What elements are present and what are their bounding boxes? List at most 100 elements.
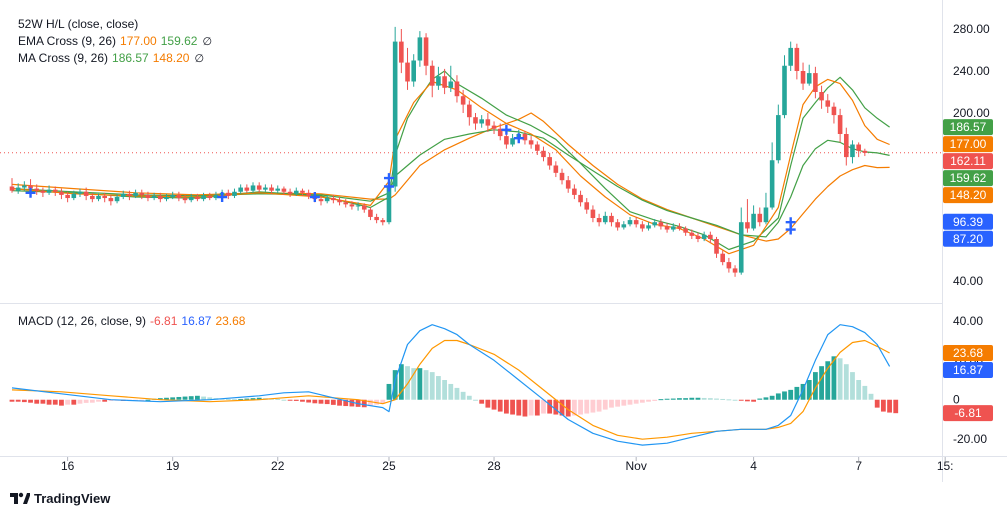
candle-body bbox=[77, 191, 83, 194]
macd-histogram-bar bbox=[615, 399, 621, 407]
candle-body bbox=[584, 202, 590, 210]
candle-body bbox=[454, 81, 460, 97]
macd-histogram-bar bbox=[145, 399, 151, 401]
macd-histogram-bar bbox=[89, 399, 95, 403]
macd-histogram-bar bbox=[52, 399, 58, 405]
macd-histogram-bar bbox=[751, 399, 756, 402]
candle-body bbox=[34, 188, 40, 191]
macd-histogram-bar bbox=[596, 399, 602, 412]
macd-histogram-bar bbox=[485, 399, 491, 408]
cross-marker bbox=[785, 224, 796, 235]
macd-histogram-bar bbox=[448, 383, 454, 400]
time-axis-tick-label: 19 bbox=[166, 459, 180, 473]
hidden-indicator-icon[interactable]: ∅ bbox=[194, 53, 205, 65]
candle-body bbox=[96, 195, 101, 200]
macd-histogram-bar bbox=[571, 399, 577, 416]
macd-histogram-bar bbox=[559, 399, 565, 416]
legend-52w: 52W H/L (close, close) bbox=[18, 16, 138, 32]
candle-body bbox=[714, 239, 719, 254]
candle-body bbox=[145, 194, 151, 199]
tradingview-logo[interactable]: TradingView bbox=[10, 488, 110, 508]
legend-52w-label: 52W H/L (close, close) bbox=[18, 17, 139, 31]
candle-body bbox=[547, 157, 552, 166]
price-value-label: 177.00 bbox=[950, 137, 987, 151]
macd-histogram-bar bbox=[83, 399, 89, 403]
candle-body bbox=[331, 198, 336, 201]
candle-body bbox=[46, 189, 52, 193]
macd-histogram-bar bbox=[28, 399, 33, 403]
macd-line bbox=[11, 324, 891, 446]
macd-histogram-bar bbox=[182, 396, 188, 400]
candle-body bbox=[720, 253, 725, 263]
cross-marker bbox=[383, 173, 394, 184]
candle-body bbox=[151, 195, 157, 199]
ema-slow-line bbox=[11, 129, 890, 238]
macd-histogram-bar bbox=[59, 399, 64, 406]
macd-histogram-bar bbox=[108, 399, 114, 401]
hidden-indicator-icon[interactable]: ∅ bbox=[202, 36, 213, 48]
candle-body bbox=[442, 76, 447, 88]
candle-body bbox=[844, 134, 849, 158]
candle-body bbox=[306, 192, 311, 196]
legend-ma-slow-value: 148.20 bbox=[152, 51, 190, 65]
cross-marker bbox=[501, 124, 512, 135]
price-axis-tick-label: 280.00 bbox=[953, 22, 990, 36]
ma-fast-line bbox=[11, 70, 890, 251]
cross-marker bbox=[513, 133, 524, 144]
time-axis-tick-label: Nov bbox=[626, 459, 647, 473]
candle-body bbox=[467, 104, 472, 118]
macd-histogram-bar bbox=[281, 399, 287, 401]
macd-histogram-bar bbox=[436, 376, 441, 400]
candle-body bbox=[164, 197, 169, 200]
macd-histogram-bar bbox=[460, 391, 466, 400]
candle-body bbox=[176, 194, 182, 199]
macd-histogram-bar bbox=[695, 397, 701, 400]
macd-histogram-bar bbox=[244, 398, 250, 400]
macd-histogram-bar bbox=[21, 399, 27, 403]
macd-histogram-bar bbox=[398, 364, 404, 400]
candle-body bbox=[436, 76, 441, 86]
macd-histogram-bar bbox=[658, 399, 664, 401]
candle-body bbox=[287, 191, 293, 194]
candle-body bbox=[819, 92, 824, 101]
legend-macd-hist-value: -6.81 bbox=[150, 314, 178, 328]
candle-body bbox=[71, 193, 77, 199]
macd-histogram-bar bbox=[306, 399, 312, 403]
candle-body bbox=[52, 189, 58, 192]
legend-ema-label: EMA Cross (9, 26) bbox=[18, 34, 117, 48]
candle-body bbox=[411, 60, 416, 82]
candle-body bbox=[831, 106, 837, 116]
candle-body bbox=[417, 37, 423, 61]
macd-histogram-bar bbox=[547, 399, 553, 414]
candle-body bbox=[9, 186, 15, 191]
macd-histogram-bar bbox=[368, 399, 373, 407]
candle-body bbox=[250, 185, 256, 191]
macd-histogram-bar bbox=[775, 393, 781, 400]
candle-body bbox=[386, 186, 392, 223]
macd-histogram-bar bbox=[318, 399, 324, 404]
macd-histogram-bar bbox=[343, 399, 349, 407]
macd-histogram-bar bbox=[732, 399, 738, 401]
candle-body bbox=[65, 194, 70, 199]
candle-body bbox=[380, 220, 386, 223]
candle-body bbox=[782, 65, 787, 116]
ema-fast-line bbox=[11, 78, 890, 255]
macd-histogram-bar bbox=[584, 399, 590, 414]
candle-body bbox=[244, 187, 250, 191]
price-axis-tick-label: 200.00 bbox=[953, 106, 990, 120]
macd-histogram-bar bbox=[473, 399, 478, 401]
macd-histogram-bar bbox=[609, 399, 614, 408]
candle-body bbox=[300, 190, 305, 193]
macd-histogram-bar bbox=[707, 398, 713, 400]
candle-body bbox=[83, 191, 89, 196]
candle-body bbox=[794, 47, 800, 71]
macd-histogram-bar bbox=[417, 368, 423, 400]
candle-body bbox=[337, 200, 342, 203]
legend-macd-label: MACD (12, 26, close, 9) bbox=[18, 314, 147, 328]
candle-body bbox=[776, 115, 781, 161]
cross-marker bbox=[309, 192, 320, 202]
candle-body bbox=[640, 224, 645, 229]
time-axis-tick-label: 4 bbox=[750, 459, 757, 473]
macd-histogram-bar bbox=[769, 395, 775, 400]
